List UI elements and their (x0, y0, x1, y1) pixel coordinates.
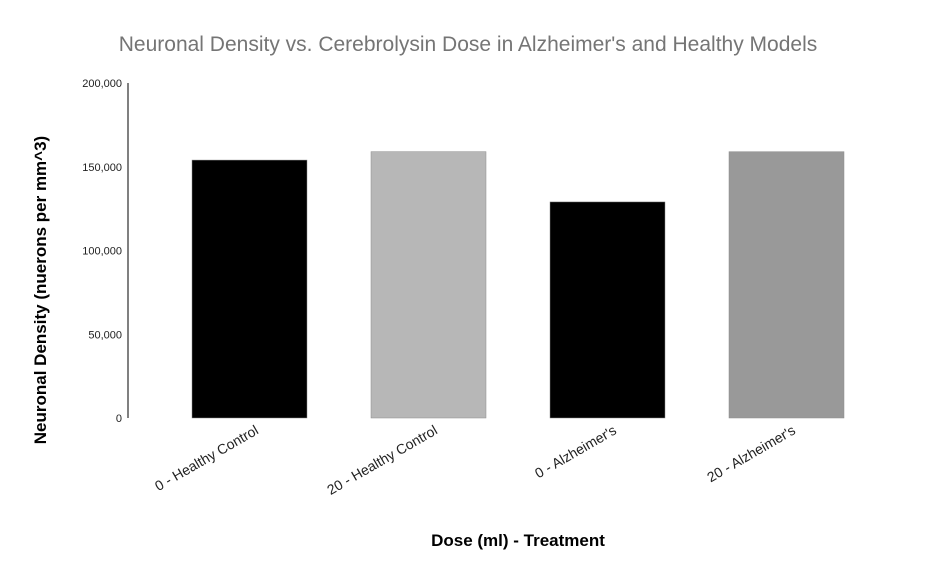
chart-title: Neuronal Density vs. Cerebrolysin Dose i… (119, 33, 818, 56)
y-tick-label: 100,000 (82, 246, 122, 258)
y-axis-ticks: 0 50,000 100,000 150,000 200,000 (82, 78, 122, 425)
x-axis-title: Dose (ml) - Treatment (431, 531, 605, 550)
bars (191, 151, 845, 419)
bar (370, 151, 487, 419)
bar (191, 159, 308, 419)
y-tick-label: 50,000 (88, 329, 122, 341)
bar (549, 201, 666, 419)
x-axis-tick-labels: 0 - Healthy Control 20 - Healthy Control 0… (152, 422, 798, 498)
x-tick-label: 20 - Healthy Control (324, 422, 440, 498)
x-tick-label: 0 - Alzheimer's (532, 422, 619, 482)
y-axis-title: Neuronal Density (nuerons per mm^3) (31, 136, 50, 444)
y-tick-label: 150,000 (82, 162, 122, 174)
x-tick-label: 20 - Alzheimer's (704, 422, 798, 485)
x-tick-label: 0 - Healthy Control (152, 422, 261, 494)
y-tick-label: 200,000 (82, 78, 122, 90)
bar (728, 151, 845, 419)
y-tick-label: 0 (116, 413, 122, 425)
